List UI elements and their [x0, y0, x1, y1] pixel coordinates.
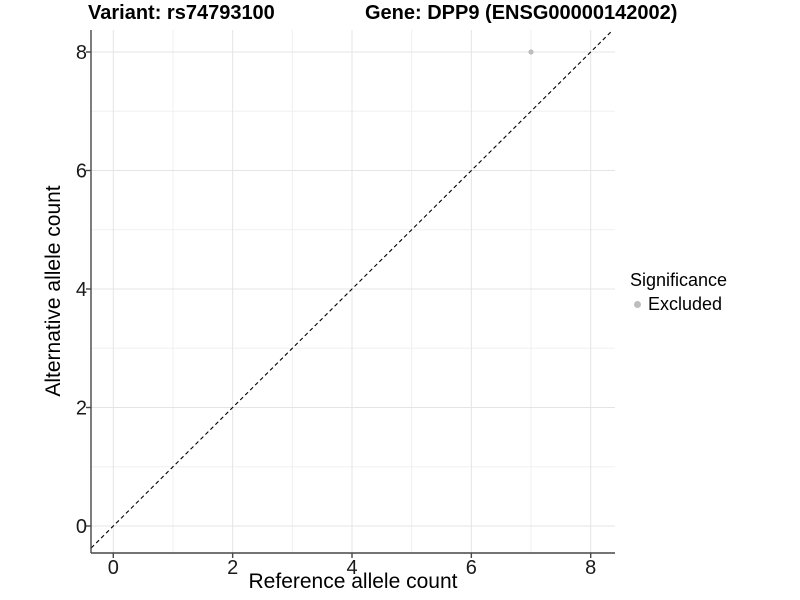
x-tick-label: 6: [466, 557, 477, 579]
legend: Significance Excluded: [630, 269, 727, 315]
x-tick-label: 8: [585, 557, 596, 579]
plot-title-gene: Gene: DPP9 (ENSG00000142002): [365, 2, 678, 24]
x-tick-label: 4: [346, 557, 357, 579]
y-tick-label: 4: [76, 279, 87, 301]
legend-item-label: Excluded: [648, 294, 723, 314]
x-tick-label: 0: [108, 557, 119, 579]
plot-title-variant: Variant: rs74793100: [88, 2, 275, 24]
y-axis-title: Alternative allele count: [42, 185, 65, 397]
y-tick-label: 8: [76, 42, 87, 64]
legend-item-excluded: Excluded: [630, 294, 727, 315]
x-axis-title: Reference allele count: [248, 570, 458, 593]
legend-point-marker-icon: [634, 301, 641, 308]
x-tick-label: 2: [227, 557, 238, 579]
identity-reference-line: [90, 29, 614, 549]
legend-title: Significance: [630, 270, 728, 290]
data-point: [528, 49, 534, 55]
y-tick-label: 2: [76, 398, 87, 420]
y-tick-label: 6: [76, 161, 87, 183]
y-tick-label: 0: [76, 516, 87, 538]
